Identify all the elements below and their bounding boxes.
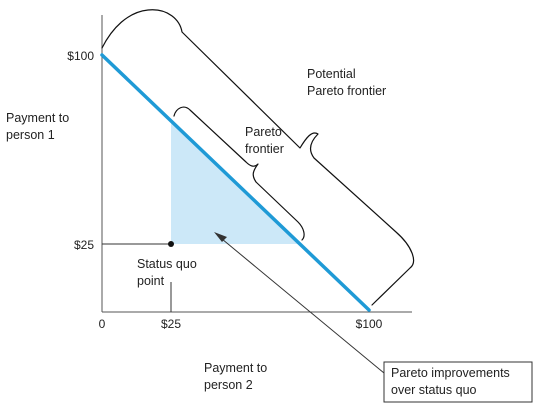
- potential-pareto-frontier-brace: [101, 9, 415, 306]
- potential-frontier-label-line2: Pareto frontier: [307, 84, 386, 98]
- improvements-callout-line: [221, 238, 385, 374]
- x-axis-label-line1: Payment to: [204, 361, 267, 375]
- improvements-label-line1: Pareto improvements: [391, 366, 510, 380]
- frontier-label-line2: frontier: [245, 142, 284, 156]
- improvements-label-line2: over status quo: [391, 383, 477, 397]
- y-tick-100: $100: [67, 49, 94, 63]
- improvements-arrowhead: [214, 232, 227, 242]
- potential-frontier-label-line1: Potential: [307, 67, 356, 81]
- x-tick-100: $100: [356, 317, 383, 331]
- status-quo-label-line2: point: [137, 274, 165, 288]
- x-tick-25: $25: [161, 317, 181, 331]
- y-axis-label-line2: person 1: [6, 128, 55, 142]
- x-axis-label-line2: person 2: [204, 378, 253, 392]
- y-axis-label-line1: Payment to: [6, 111, 69, 125]
- improvements-callout-box: [383, 361, 533, 403]
- status-quo-point: [168, 241, 174, 247]
- status-quo-label-line1: Status quo: [137, 257, 197, 271]
- pareto-frontier-line: [100, 53, 371, 312]
- x-tick-0: 0: [99, 317, 106, 331]
- y-tick-25: $25: [74, 238, 94, 252]
- pareto-frontier-brace: [173, 106, 305, 241]
- frontier-label-line1: Pareto: [245, 125, 282, 139]
